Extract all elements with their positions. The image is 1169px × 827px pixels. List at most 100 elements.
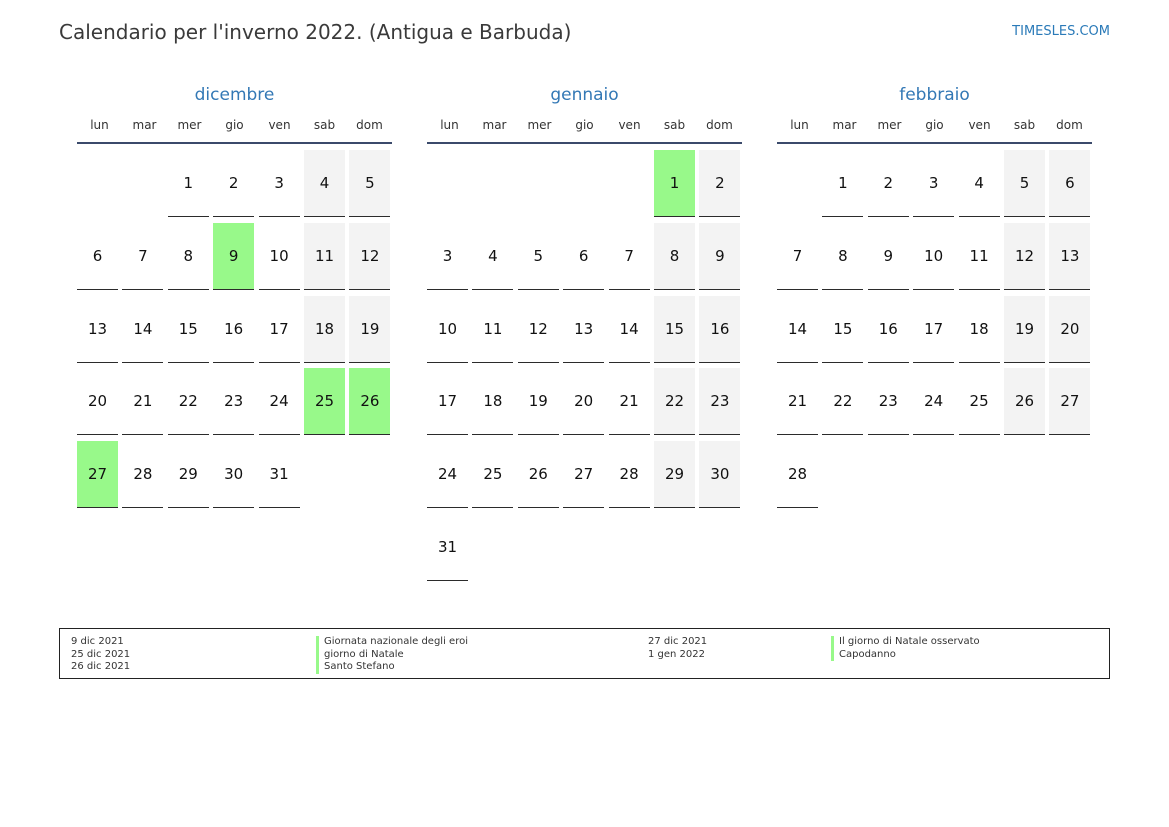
weekday-label: sab [1013,118,1036,132]
day-cell: 18 [472,368,514,436]
legend-holiday-name: Il giorno di Natale osservato [831,636,980,649]
month-name: febbraio [899,85,970,105]
day-cell: 10 [427,296,468,363]
day-cell: 14 [122,296,164,363]
day-cell: 24 [427,441,468,509]
day-cell: 19 [1004,295,1045,363]
day-cell: 15 [654,295,695,363]
weekday-label: mar [482,118,507,132]
day-cell: 29 [654,441,695,509]
weekday-label: dom [706,118,733,132]
day-cell: 12 [517,296,559,363]
weekday-label: ven [618,118,641,132]
holiday-day-cell: 9 [213,222,255,290]
day-cell: 17 [258,296,300,363]
weekday-label: sab [313,118,336,132]
day-cell: 26 [517,441,559,509]
legend-date: 26 dic 2021 [71,661,131,672]
day-cell: 17 [913,296,955,363]
day-cell: 1 [167,150,209,217]
day-cell: 8 [654,222,695,290]
day-cell: 4 [472,223,514,290]
month-dicembre: dicembre lun mar mer gio ven sab dom 1 2 3 4 5 6 7 8 9 10… [77,82,392,509]
day-cell: 18 [304,295,345,363]
day-cell: 16 [213,296,255,363]
weekday-label: lun [790,118,809,132]
site-link[interactable]: TIMESLES.COM [1012,24,1110,39]
day-cell: 9 [867,223,909,290]
legend-date: 1 gen 2022 [648,648,706,660]
holiday-day-cell: 1 [654,150,695,217]
day-cell: 25 [472,441,514,509]
day-cell: 18 [958,296,1000,363]
day-cell: 13 [1049,222,1091,290]
day-cell: 10 [913,223,955,290]
legend-holiday-name: Santo Stefano [316,661,468,674]
day-cell: 27 [563,441,605,509]
day-cell: 29 [167,441,209,509]
day-cell: 28 [777,441,818,509]
day-cell: 2 [213,150,255,217]
day-cell: 22 [167,368,209,436]
day-cell: 30 [699,441,741,509]
day-cell: 12 [1004,222,1045,290]
day-cell: 10 [258,223,300,290]
day-cell: 19 [349,295,391,363]
day-cell: 22 [822,368,864,436]
month-gennaio: gennaio lun mar mer gio ven sab dom 1 2 3 4 5 6 7 8 9 10 1… [427,82,742,581]
day-cell: 20 [563,368,605,436]
day-cell: 15 [167,296,209,363]
day-cell: 7 [608,223,650,290]
day-cell: 8 [822,223,864,290]
day-cell: 22 [654,368,695,436]
day-cell: 5 [349,150,391,217]
day-cell: 3 [427,223,468,290]
day-cell: 7 [777,223,818,290]
day-cell: 24 [258,368,300,436]
day-cell: 23 [213,368,255,436]
legend-date: 9 dic 2021 [71,636,124,647]
weekday-header: lun mar mer gio ven sab dom [777,108,1092,144]
weekday-label: lun [440,118,459,132]
day-cell: 4 [958,150,1000,217]
legend-holiday-name: giorno di Natale [316,648,468,661]
day-cell: 21 [777,368,818,436]
day-cell: 28 [608,441,650,509]
weekday-label: dom [1056,118,1083,132]
day-cell: 17 [427,368,468,436]
weekday-label: gio [225,118,244,132]
day-cell: 6 [1049,150,1091,217]
day-cell: 1 [822,150,864,217]
day-cell: 9 [699,222,741,290]
day-cell: 6 [563,223,605,290]
day-cell: 6 [77,223,118,290]
weekday-label: ven [268,118,291,132]
day-cell: 31 [258,441,300,509]
day-cell: 14 [608,296,650,363]
day-cell: 7 [122,223,164,290]
legend-date: 27 dic 2021 [648,636,708,647]
day-cell: 16 [699,295,741,363]
day-cell: 25 [958,368,1000,436]
day-cell: 19 [517,368,559,436]
weekday-label: ven [968,118,991,132]
day-cell: 21 [122,368,164,436]
weekday-label: gio [925,118,944,132]
holiday-day-cell: 27 [77,441,118,509]
day-cell: 5 [1004,150,1045,217]
weekday-label: gio [575,118,594,132]
holiday-day-cell: 25 [304,368,345,436]
month-name: gennaio [550,85,619,105]
day-cell: 11 [304,222,345,290]
day-cell: 20 [77,368,118,436]
day-cell: 4 [304,150,345,217]
month-febbraio: febbraio lun mar mer gio ven sab dom 1 2 3 4 5 6 7 8 9 10… [777,82,1092,509]
day-cell: 5 [517,223,559,290]
day-cell: 3 [258,150,300,217]
day-cell: 11 [958,223,1000,290]
day-cell: 24 [913,368,955,436]
page-title: Calendario per l'inverno 2022. (Antigua … [59,20,572,44]
day-cell: 2 [699,150,741,217]
day-cell: 15 [822,296,864,363]
day-cell: 21 [608,368,650,436]
